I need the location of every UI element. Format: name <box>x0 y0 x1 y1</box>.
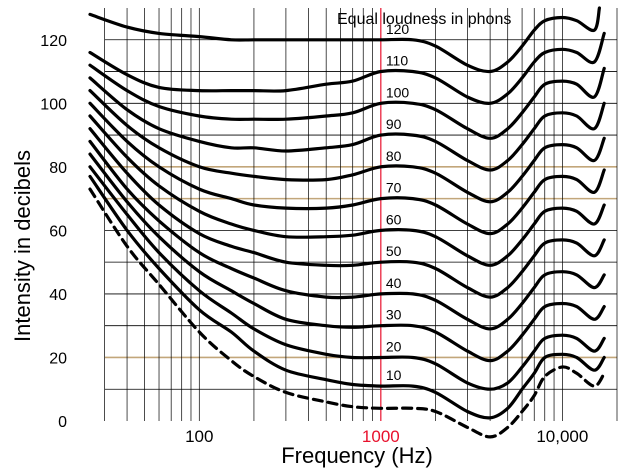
curve-layer <box>88 6 606 439</box>
phon-curve-80 <box>88 89 606 204</box>
phon-curve-90 <box>88 76 606 172</box>
y-axis-label: Intensity in decibels <box>10 150 35 342</box>
curve-label-40: 40 <box>386 275 402 291</box>
curve-label-120: 120 <box>386 21 410 37</box>
phon-curve-110 <box>88 31 606 105</box>
curve-label-110: 110 <box>386 53 409 69</box>
curve-label-10: 10 <box>386 367 402 383</box>
curve-label-70: 70 <box>386 180 402 196</box>
x-tick-label: 100 <box>185 427 213 446</box>
label-layer: 10 20 30 40 50 60 70 80 90 100 110 120 <box>386 21 410 383</box>
x-tick-label: 10,000 <box>536 427 588 446</box>
phon-curve-70 <box>88 101 606 236</box>
phon-curve-20 <box>88 165 606 391</box>
y-tick-label: 120 <box>40 33 67 50</box>
x-axis-label: Frequency (Hz) <box>281 443 433 468</box>
curve-label-60: 60 <box>386 211 402 227</box>
curve-label-100: 100 <box>386 84 410 100</box>
curve-label-30: 30 <box>386 307 402 323</box>
curve-label-50: 50 <box>386 243 402 259</box>
phon-curve-60 <box>88 114 606 267</box>
curve-label-80: 80 <box>386 148 402 164</box>
y-tick-label: 60 <box>49 223 67 240</box>
curve-label-90: 90 <box>386 116 402 132</box>
x-tick-label: 1000 <box>362 427 400 446</box>
y-tick-label: 80 <box>49 160 67 177</box>
phon-curve-10 <box>88 174 606 420</box>
y-tick-label: 100 <box>40 96 67 113</box>
y-tick-label: 0 <box>58 414 67 431</box>
phon-curve-40 <box>88 139 606 331</box>
phon-curve-50 <box>88 127 606 299</box>
curve-label-20: 20 <box>386 338 402 354</box>
phon-curve-30 <box>88 152 606 363</box>
phon-curve-100 <box>88 63 606 140</box>
chart-title: Equal loudness in phons <box>337 11 511 28</box>
phon-curve-120 <box>88 6 601 74</box>
threshold-curve <box>88 187 606 439</box>
axis-layer: 0 20 40 60 80 100 120 100 1000 10,000 <box>40 33 588 446</box>
y-tick-label: 40 <box>49 287 67 304</box>
y-tick-label: 20 <box>49 350 67 367</box>
